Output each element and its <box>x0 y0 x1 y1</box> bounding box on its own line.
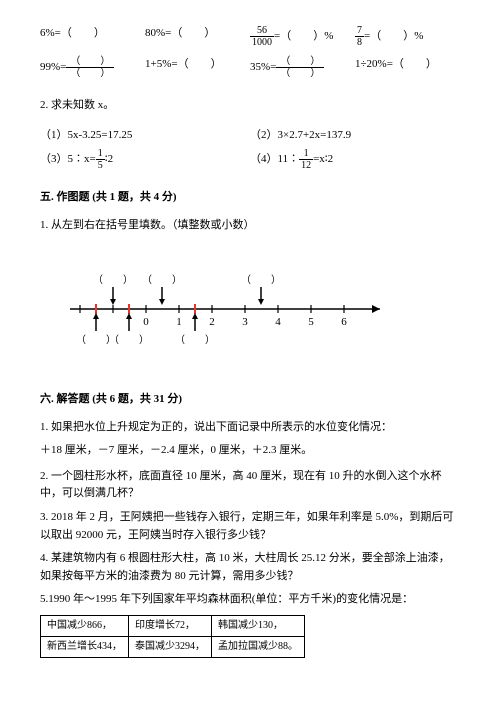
table-cell: 中国减少866， <box>41 615 129 636</box>
svg-text:（ ）: （ ） <box>241 274 281 286</box>
conversion-row-1: 6%=（ ） 80%=（ ） 56 1000 =（ ）% 7 8 =（ ）% <box>40 25 460 48</box>
table-row: 新西兰增长434， 泰国减少3294， 孟加拉国减少88。 <box>41 636 305 657</box>
equation-row-2: （3）5∶x=15∶2 （4）11∶112=x∶2 <box>40 148 460 171</box>
fraction-56-1000: 56 1000 <box>250 25 274 48</box>
eq-1: （1）5x-3.25=17.25 <box>40 127 250 145</box>
cell-2-1: 99%=（ ）（ ） <box>40 56 145 79</box>
section-5-title: 五. 作图题 (共 1 题，共 4 分) <box>40 189 460 207</box>
q6-2: 2. 一个圆柱形水杯，底面直径 10 厘米，高 40 厘米，现在有 10 升的水… <box>40 468 460 503</box>
fraction-7-8: 7 8 <box>355 25 364 48</box>
q2-title: 2. 求未知数 x。 <box>40 97 460 115</box>
section-5-question: 1. 从左到右在括号里填数。（填整数或小数） <box>40 217 460 235</box>
eq-3: （3）5∶x=15∶2 <box>40 148 250 171</box>
q6-3: 3. 2018 年 2 月，王阿姨把一些钱存入银行，定期三年，如果年利率是 5.… <box>40 509 460 544</box>
equation-row-1: （1）5x-3.25=17.25 （2）3×2.7+2x=137.9 <box>40 127 460 145</box>
fraction-1-5: 15 <box>96 148 105 171</box>
svg-text:5: 5 <box>308 316 314 328</box>
q6-1a: 1. 如果把水位上升规定为正的，说出下面记录中所表示的水位变化情况： <box>40 419 460 437</box>
q6-1b: ＋18 厘米，－7 厘米，－2.4 厘米，0 厘米，＋2.3 厘米。 <box>40 442 460 460</box>
eq-3-tail: ∶2 <box>105 153 113 165</box>
cell-2-2: 1+5%=（ ） <box>145 56 250 79</box>
blank-fraction-2: （ ）（ ） <box>276 56 324 79</box>
cell-2-1-pre: 99%= <box>40 61 66 73</box>
table-row: 中国减少866， 印度增长72， 韩国减少130， <box>41 615 305 636</box>
svg-text:（ ）: （ ） <box>175 334 215 346</box>
table-cell: 泰国减少3294， <box>129 636 212 657</box>
eq-4: （4）11∶112=x∶2 <box>250 148 460 171</box>
cell-1-1: 6%=（ ） <box>40 25 145 48</box>
svg-text:（ ）: （ ） <box>109 334 149 346</box>
table-cell: 韩国减少130， <box>212 615 305 636</box>
cell-1-4-tail: =（ ）% <box>364 30 423 42</box>
cell-1-2: 80%=（ ） <box>145 25 250 48</box>
cell-2-4: 1÷20%=（ ） <box>355 56 460 79</box>
table-cell: 新西兰增长434， <box>41 636 129 657</box>
svg-text:（ ）: （ ） <box>142 274 182 286</box>
blank-fraction-1: （ ）（ ） <box>66 56 114 79</box>
eq-2: （2）3×2.7+2x=137.9 <box>250 127 460 145</box>
conversion-row-2: 99%=（ ）（ ） 1+5%=（ ） 35%=（ ）（ ） 1÷20%=（ ） <box>40 56 460 79</box>
cell-1-3-tail: =（ ）% <box>274 30 333 42</box>
eq-4-tail: =x∶2 <box>313 153 333 165</box>
svg-text:（ ）: （ ） <box>93 274 133 286</box>
svg-text:3: 3 <box>242 316 248 328</box>
forest-table: 中国减少866， 印度增长72， 韩国减少130， 新西兰增长434， 泰国减少… <box>40 615 305 658</box>
cell-1-3: 56 1000 =（ ）% <box>250 25 355 48</box>
svg-text:6: 6 <box>341 316 347 328</box>
cell-1-4: 7 8 =（ ）% <box>355 25 460 48</box>
table-cell: 孟加拉国减少88。 <box>212 636 305 657</box>
cell-2-3-pre: 35%= <box>250 61 276 73</box>
svg-text:4: 4 <box>275 316 281 328</box>
q6-5: 5.1990 年～1995 年下列国家年平均森林面积(单位：平方千米)的变化情况… <box>40 591 460 609</box>
table-cell: 印度增长72， <box>129 615 212 636</box>
number-line-container: 0123456（ ）（ ）（ ）（ ）（ ）（ ） <box>40 254 460 371</box>
section-6-title: 六. 解答题 (共 6 题，共 31 分) <box>40 391 460 409</box>
q6-4: 4. 某建筑物内有 6 根圆柱形大柱，高 10 米，大柱周长 25.12 分米，… <box>40 550 460 585</box>
svg-text:0: 0 <box>143 316 149 328</box>
cell-2-3: 35%=（ ）（ ） <box>250 56 355 79</box>
svg-text:2: 2 <box>209 316 215 328</box>
svg-text:1: 1 <box>176 316 182 328</box>
eq-4-pre: （4）11∶ <box>250 153 299 165</box>
fraction-1-12: 112 <box>299 148 313 171</box>
number-line-svg: 0123456（ ）（ ）（ ）（ ）（ ）（ ） <box>40 254 400 364</box>
eq-3-pre: （3）5∶x= <box>40 153 96 165</box>
